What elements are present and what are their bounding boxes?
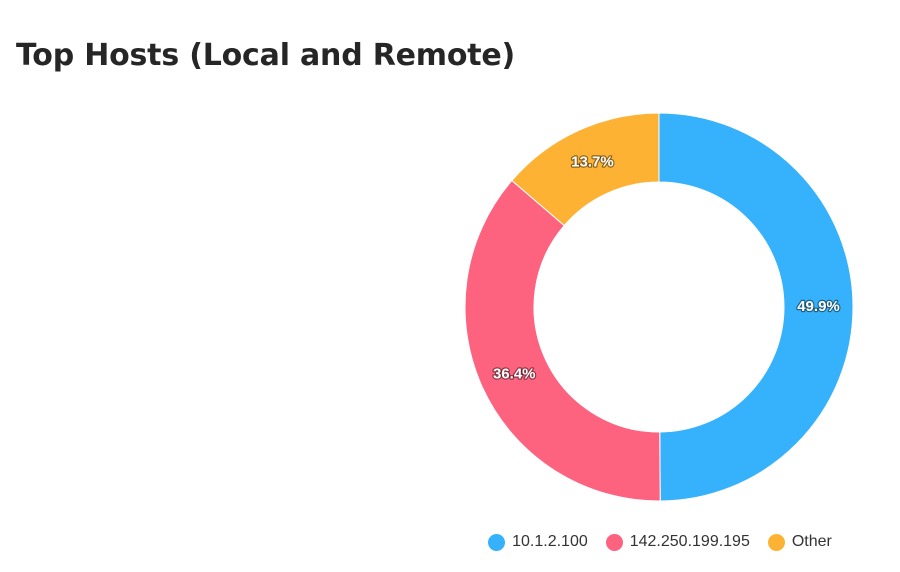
chart-title: Top Hosts (Local and Remote) <box>16 38 516 73</box>
legend-item-0[interactable]: 10.1.2.100 <box>488 533 588 551</box>
donut-slice-2[interactable] <box>511 112 660 227</box>
donut-data-labels: 49.9% 36.4% 13.7% <box>492 152 841 383</box>
legend-item-1[interactable]: 142.250.199.195 <box>605 533 750 551</box>
legend-label-2: Other <box>791 533 832 550</box>
legend-label-1: 142.250.199.195 <box>629 533 750 550</box>
slice-data-label-0: 49.9% <box>797 298 840 315</box>
legend-swatch-2 <box>767 533 785 551</box>
donut-slice-0[interactable] <box>658 112 854 502</box>
legend-swatch-0 <box>488 533 506 551</box>
legend-swatch-1 <box>605 533 623 551</box>
slice-data-label-2: 13.7% <box>571 154 614 171</box>
legend-item-2[interactable]: Other <box>767 533 832 551</box>
chart-legend: 10.1.2.100 142.250.199.195 Other <box>0 533 900 551</box>
legend-label-0: 10.1.2.100 <box>512 533 588 550</box>
donut-slice-1[interactable] <box>464 179 661 502</box>
slice-data-label-1: 36.4% <box>493 366 536 383</box>
donut-slices <box>464 112 854 502</box>
